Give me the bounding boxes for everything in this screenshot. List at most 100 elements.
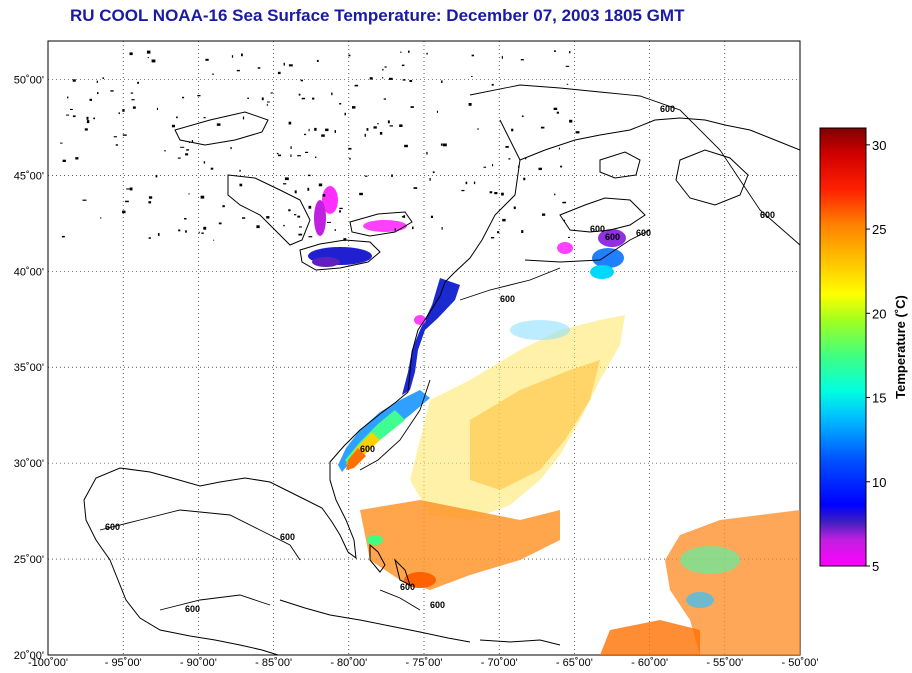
land-speckle [373,126,377,129]
isobath-label: 600 [280,532,295,542]
land-speckle [316,59,319,62]
land-speckle [267,101,270,103]
land-speckles [60,50,580,241]
longitude-tick-label: - 95˚00' [105,657,142,669]
colorbar-tick-label: 25 [872,222,886,237]
land-speckle [477,128,479,130]
colorbar-tick-label: 30 [872,138,886,153]
land-speckle [489,191,493,194]
land-speckle [408,50,410,53]
land-speckle [300,79,303,82]
land-speckle [113,136,117,138]
land-speckle [115,144,118,146]
land-speckle [164,150,166,152]
land-speckle [409,80,413,82]
latitude-tick-label: 25˚00' [14,554,44,566]
land-speckle [387,120,390,124]
land-speckle [131,99,135,101]
land-speckle [382,68,384,71]
longitude-tick-label: - 75˚00' [406,657,443,669]
land-speckle [339,210,341,213]
land-speckle [314,127,317,131]
land-speckle [426,151,428,155]
land-speckle [553,107,558,110]
land-speckle [410,106,414,108]
sst-patch [592,248,624,268]
longitude-labels: -100˚00' - 95˚00' - 90˚00' - 85˚00' - 80˚00'… [28,657,818,669]
land-speckle [569,51,571,54]
land-speckle [151,59,156,63]
land-speckle [307,187,310,191]
land-speckle [501,55,503,59]
land-speckle [72,79,76,82]
land-speckle [89,98,92,101]
land-speckle [394,228,396,231]
land-speckle [218,222,222,225]
land-speckle [483,166,487,168]
land-speckle [171,124,175,128]
land-speckle [191,140,194,143]
land-speckle [354,84,359,87]
land-speckle [436,110,438,113]
latitude-tick-label: 40˚00' [14,266,44,278]
land-speckle [540,126,545,129]
land-speckle [305,151,309,153]
land-speckle [521,115,524,117]
land-speckle [401,216,404,218]
land-speckle [126,188,130,190]
land-speckle [348,147,352,150]
land-speckle [413,187,418,189]
land-speckle [132,106,136,109]
land-speckle [490,237,495,239]
land-speckle [129,187,133,191]
land-speckle [391,174,393,177]
land-speckle [315,156,317,159]
land-speckle [308,205,312,209]
land-speckle [334,229,336,231]
land-speckle [554,50,556,52]
land-speckle [364,133,366,137]
isobath-label: 600 [360,444,375,454]
land-speckle [188,193,190,195]
land-speckle [377,123,379,125]
land-speckle [266,103,268,106]
land-speckle [284,177,289,181]
land-speckle [278,154,281,157]
land-speckle [122,134,127,136]
land-speckle [441,227,443,230]
land-speckle [182,96,185,99]
latitude-tick-label: 50˚00' [14,74,44,86]
land-speckle [520,59,524,61]
land-speckle [185,230,187,233]
sst-patch [360,500,560,590]
longitude-tick-label: - 80˚00' [330,657,367,669]
sst-patch [363,220,407,232]
land-speckle [203,161,206,164]
land-speckle [563,219,566,222]
sst-patch [346,448,366,470]
land-speckle [257,67,261,69]
land-speckle [86,120,90,124]
land-speckle [471,54,474,57]
sst-patch [680,546,740,574]
land-speckle [148,201,152,204]
latitude-tick-label: 20˚00' [14,650,44,662]
land-speckle [61,235,65,238]
map-title-text: RU COOL NOAA-16 Sea Surface Temperature:… [70,6,685,25]
land-speckle [222,205,225,208]
land-speckle [366,128,369,131]
land-speckle [508,158,511,160]
land-speckle [247,97,249,99]
land-speckle [239,183,243,187]
isobath-label: 600 [185,604,200,614]
longitude-tick-label: - 90˚00' [180,657,217,669]
land-speckle [118,112,120,115]
sst-patch [665,510,800,655]
land-speckle [401,64,405,67]
land-speckle [465,181,468,185]
land-speckle [568,236,570,238]
land-speckle [148,196,153,199]
land-speckle [344,112,346,116]
latitude-tick-label: 45˚00' [14,170,44,182]
isobath-label: 600 [605,232,620,242]
